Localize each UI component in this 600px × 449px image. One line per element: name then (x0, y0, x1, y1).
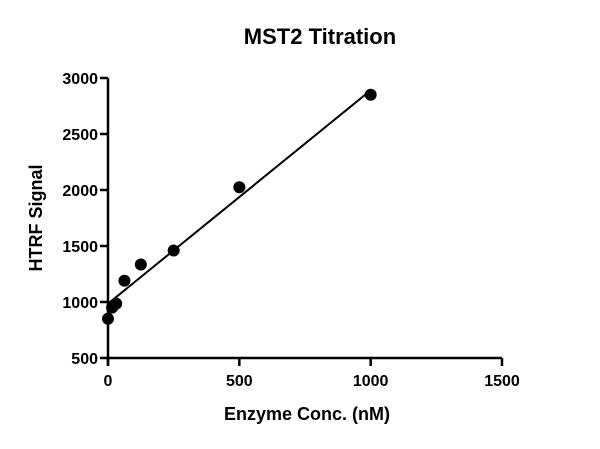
x-tick-label: 500 (226, 373, 253, 390)
data-point (102, 312, 114, 325)
data-point (167, 244, 180, 257)
y-tick-label: 1000 (62, 295, 98, 312)
y-tick-label: 2500 (62, 127, 98, 144)
data-point (118, 274, 131, 287)
x-tick-label: 1500 (484, 373, 520, 390)
y-tick-label: 500 (71, 351, 98, 368)
data-point (134, 258, 147, 271)
data-point (110, 297, 123, 310)
x-tick-label: 1000 (353, 373, 389, 390)
data-point (233, 181, 246, 194)
fit-line (107, 89, 372, 305)
chart-title: MST2 Titration (244, 24, 396, 49)
x-axis-label: Enzyme Conc. (nM) (224, 404, 390, 424)
y-tick-label: 1500 (62, 239, 98, 256)
data-point (364, 88, 377, 101)
y-axis-label: HTRF Signal (26, 165, 46, 272)
y-tick-label: 2000 (62, 183, 98, 200)
x-tick-label: 0 (104, 373, 113, 390)
y-tick-label: 3000 (62, 71, 98, 88)
